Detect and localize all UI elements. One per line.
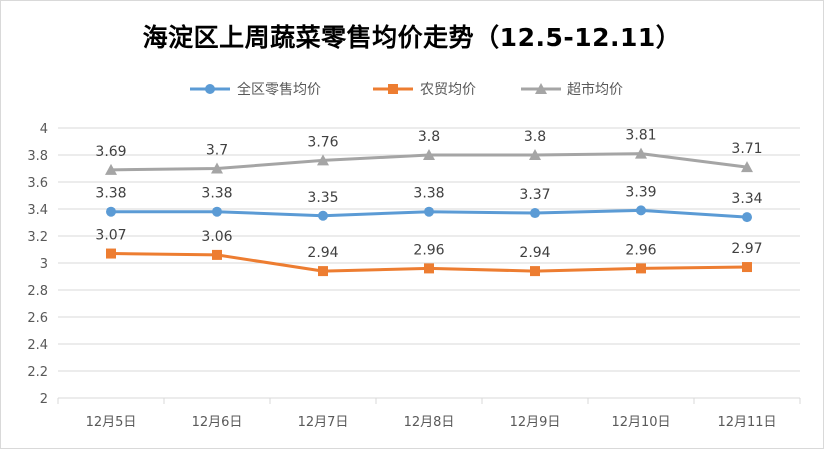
y-tick-label: 2.2 <box>27 365 48 380</box>
data-point <box>636 263 646 274</box>
data-label: 3.35 <box>307 190 338 206</box>
legend-label: 全区零售均价 <box>237 81 321 98</box>
data-label: 3.8 <box>418 129 440 145</box>
data-point <box>105 163 117 175</box>
data-label: 3.7 <box>206 143 228 159</box>
data-point <box>106 248 116 259</box>
y-tick-label: 3 <box>40 257 48 272</box>
data-label: 2.96 <box>413 242 444 258</box>
data-point <box>530 266 540 277</box>
x-tick-label: 12月6日 <box>192 415 243 430</box>
y-tick-label: 3.2 <box>27 230 48 245</box>
x-tick-label: 12月11日 <box>717 415 776 430</box>
chart-title: 海淀区上周蔬菜零售均价走势（12.5-12.11） <box>142 23 682 52</box>
data-label: 2.94 <box>519 245 550 261</box>
data-point <box>106 206 116 217</box>
y-tick-label: 3.8 <box>27 149 48 164</box>
x-tick-label: 12月5日 <box>86 415 137 430</box>
data-point <box>211 162 223 174</box>
legend-marker <box>388 84 398 94</box>
y-tick-label: 2 <box>40 392 48 407</box>
data-point <box>424 206 434 217</box>
data-label: 3.06 <box>201 229 232 245</box>
data-point <box>212 206 222 217</box>
gridlines <box>58 127 800 399</box>
y-tick-label: 2.4 <box>27 338 48 353</box>
data-label: 3.39 <box>625 184 656 200</box>
x-tick-label: 12月8日 <box>404 415 455 430</box>
data-point <box>636 205 646 216</box>
data-point <box>530 208 540 219</box>
data-label: 3.38 <box>413 186 444 202</box>
data-label: 3.07 <box>95 228 126 244</box>
x-tick-label: 12月9日 <box>510 415 561 430</box>
x-axis: 12月5日 12月6日 12月7日 12月8日 12月9日 12月10日 12月11日 <box>57 398 801 430</box>
data-label: 2.97 <box>731 241 762 257</box>
data-point <box>423 149 435 160</box>
x-tick-label: 12月10日 <box>611 415 670 430</box>
data-label: 3.69 <box>95 144 126 160</box>
y-tick-label: 3.6 <box>27 176 48 191</box>
data-label: 2.94 <box>307 245 338 261</box>
legend-marker <box>535 83 547 94</box>
data-label: 3.38 <box>201 186 232 202</box>
data-point <box>741 161 753 173</box>
legend: 全区零售均价 农贸均价 超市均价 <box>190 81 623 98</box>
data-point <box>529 149 541 160</box>
data-point <box>635 147 647 159</box>
data-label: 2.96 <box>625 242 656 258</box>
data-point <box>212 249 222 260</box>
legend-label: 农贸均价 <box>420 82 476 98</box>
data-label: 3.38 <box>95 186 126 202</box>
data-label: 3.81 <box>625 128 656 144</box>
y-tick-label: 2.8 <box>27 284 48 299</box>
y-tick-label: 4 <box>40 122 48 137</box>
data-point <box>742 262 752 273</box>
legend-label: 超市均价 <box>567 81 623 98</box>
x-tick-label: 12月7日 <box>298 415 349 430</box>
legend-marker <box>205 84 215 94</box>
data-point <box>318 210 328 221</box>
y-tick-label: 3.4 <box>27 203 48 218</box>
data-label: 3.34 <box>731 191 762 207</box>
data-label: 3.76 <box>307 134 338 150</box>
y-axis: 2 2.2 2.4 2.6 2.8 3 3.2 3.4 3.6 3.8 4 <box>27 122 48 407</box>
data-point <box>424 263 434 274</box>
data-point <box>742 212 752 223</box>
data-labels: 3.38 3.38 3.35 3.38 3.37 3.39 3.34 3.07 3.06 2.94… <box>95 128 762 261</box>
data-label: 3.8 <box>524 129 546 145</box>
y-tick-label: 2.6 <box>27 311 48 326</box>
data-point <box>317 154 329 166</box>
data-label: 3.71 <box>731 141 762 157</box>
data-label: 3.37 <box>519 187 550 203</box>
data-point <box>318 266 328 277</box>
series-group <box>105 147 753 277</box>
